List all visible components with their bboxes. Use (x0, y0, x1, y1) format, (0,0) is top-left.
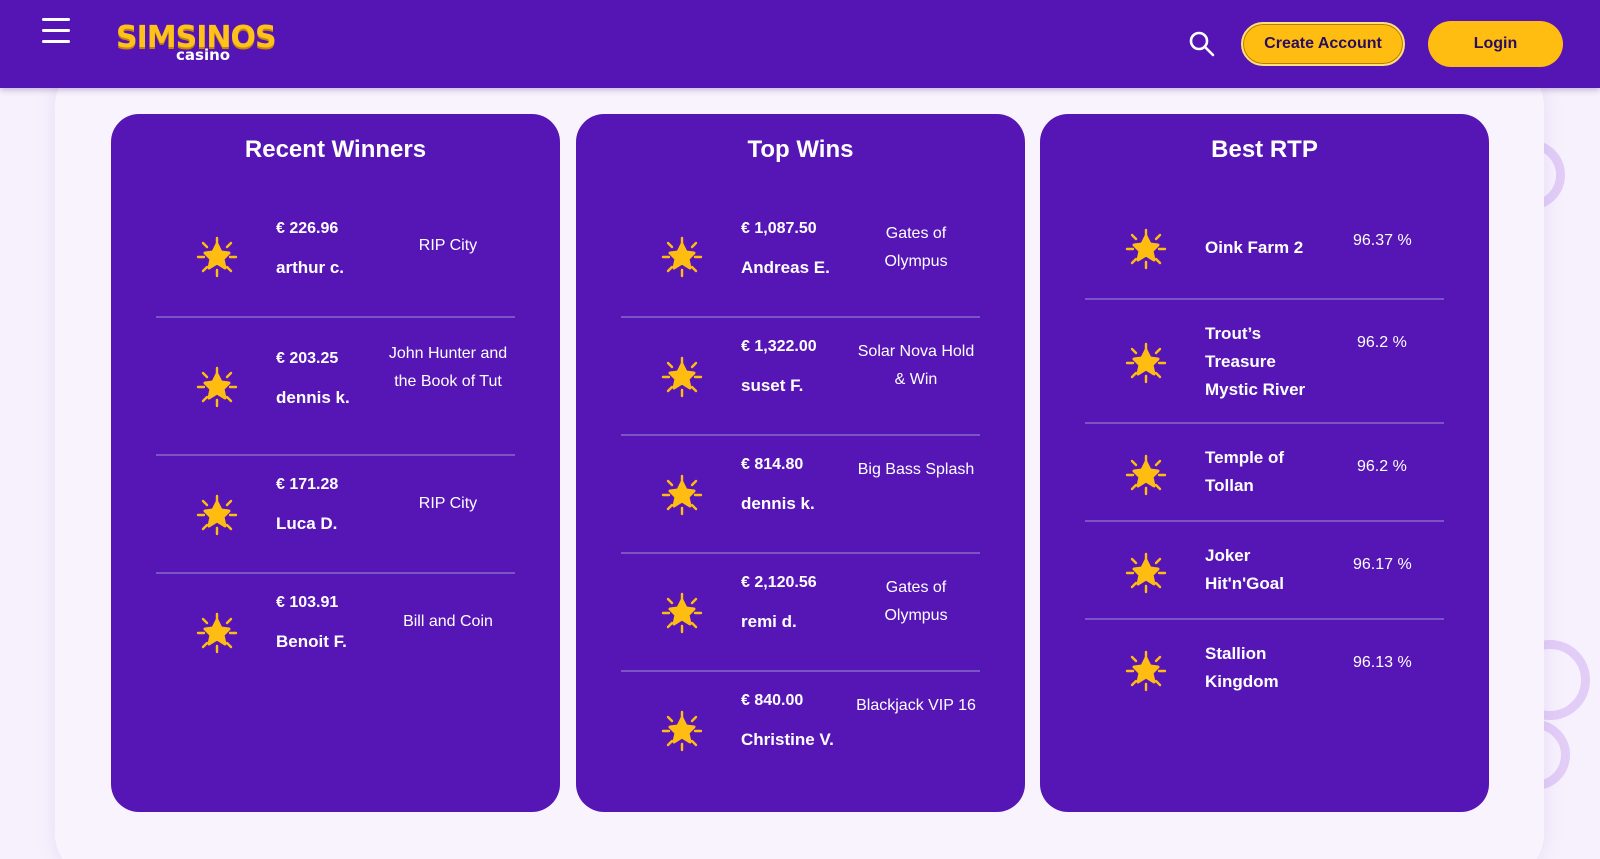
game-name: Trout’s Treasure Mystic River (1205, 324, 1306, 399)
win-amount: € 1,087.50 (741, 220, 817, 237)
player-name: arthur c. (276, 258, 345, 277)
win-amount: € 840.00 (741, 692, 804, 709)
game-name: Oink Farm 2 (1205, 238, 1304, 257)
rtp-value: 96.17 % (1353, 556, 1412, 573)
game-name: Solar Nova Hold & Win (857, 343, 975, 388)
site-header: SIMSINOS casino Create Account Login (0, 0, 1600, 88)
sun-star-icon (196, 236, 238, 278)
sun-star-icon (1125, 228, 1167, 270)
rtp-row[interactable]: Temple of Tollan 96.2 % (1085, 424, 1444, 522)
site-logo[interactable]: SIMSINOS casino (116, 20, 296, 66)
win-amount: € 1,322.00 (741, 338, 817, 355)
win-amount: € 203.25 (276, 350, 339, 367)
best-rtp-panel: Best RTP Oink Farm 2 96.37 % Trout’s Tre… (1040, 114, 1489, 812)
sun-star-icon (196, 494, 238, 536)
winner-row[interactable]: € 203.25 dennis k. John Hunter and the B… (156, 318, 515, 456)
sun-star-icon (196, 366, 238, 408)
sun-star-icon (1125, 342, 1167, 384)
player-name: dennis k. (276, 388, 350, 407)
rtp-row[interactable]: Stallion Kingdom 96.13 % (1085, 620, 1444, 718)
game-name: Temple of Tollan (1205, 448, 1285, 495)
rtp-row[interactable]: Joker Hit'n'Goal 96.17 % (1085, 522, 1444, 620)
panel-title: Best RTP (1211, 136, 1318, 163)
game-name: RIP City (418, 495, 478, 512)
player-name: Benoit F. (276, 632, 347, 651)
panel-title: Top Wins (747, 136, 854, 163)
sun-star-icon (1125, 454, 1167, 496)
top-win-row[interactable]: € 814.80 dennis k. Big Bass Splash (621, 436, 980, 554)
game-name: Joker Hit'n'Goal (1205, 546, 1284, 593)
panel-title: Recent Winners (244, 136, 427, 163)
sun-star-icon (1125, 552, 1167, 594)
top-win-row[interactable]: € 2,120.56 remi d. Gates of Olympus (621, 554, 980, 672)
winner-row[interactable]: € 226.96 arthur c. RIP City (156, 198, 515, 318)
game-name: John Hunter and the Book of Tut (388, 345, 508, 390)
game-name: Bill and Coin (403, 613, 493, 630)
player-name: Andreas E. (741, 258, 830, 277)
recent-winners-panel: Recent Winners € 226.96 arthur c. RIP Ci… (111, 114, 560, 812)
game-name: Big Bass Splash (857, 461, 975, 478)
sun-star-icon (661, 236, 703, 278)
sun-star-icon (196, 612, 238, 654)
winner-row[interactable]: € 103.91 Benoit F. Bill and Coin (156, 574, 515, 692)
create-account-button[interactable]: Create Account (1241, 22, 1405, 66)
player-name: Christine V. (741, 730, 834, 749)
top-win-row[interactable]: € 1,087.50 Andreas E. Gates of Olympus (621, 198, 980, 318)
rtp-row[interactable]: Trout’s Treasure Mystic River 96.2 % (1085, 300, 1444, 424)
player-name: remi d. (741, 612, 797, 631)
rtp-row[interactable]: Oink Farm 2 96.37 % (1085, 198, 1444, 300)
logo-wordmark: SIMSINOS (116, 20, 277, 55)
sun-star-icon (1125, 650, 1167, 692)
win-amount: € 103.91 (276, 594, 339, 611)
win-amount: € 814.80 (741, 456, 804, 473)
player-name: suset F. (741, 376, 804, 395)
search-icon[interactable] (1188, 30, 1216, 58)
rtp-value: 96.13 % (1353, 654, 1412, 671)
win-amount: € 2,120.56 (741, 574, 817, 591)
win-amount: € 226.96 (276, 220, 339, 237)
logo-subtitle: casino (176, 46, 231, 64)
login-button[interactable]: Login (1428, 21, 1563, 67)
hamburger-icon[interactable] (42, 18, 72, 46)
player-name: Luca D. (276, 514, 338, 533)
winner-row[interactable]: € 171.28 Luca D. RIP City (156, 456, 515, 574)
sun-star-icon (661, 474, 703, 516)
game-name: RIP City (418, 237, 478, 254)
win-amount: € 171.28 (276, 476, 339, 493)
game-name: Blackjack VIP 16 (856, 697, 976, 714)
player-name: dennis k. (741, 494, 815, 513)
top-win-row[interactable]: € 840.00 Christine V. Blackjack VIP 16 (621, 672, 980, 790)
rtp-value: 96.2 % (1357, 458, 1407, 475)
sun-star-icon (661, 592, 703, 634)
sun-star-icon (661, 710, 703, 752)
top-wins-panel: Top Wins € 1,087.50 Andreas E. Gates of … (576, 114, 1025, 812)
game-name: Gates of Olympus (884, 225, 948, 270)
game-name: Stallion Kingdom (1205, 644, 1279, 691)
rtp-value: 96.37 % (1353, 232, 1412, 249)
top-win-row[interactable]: € 1,322.00 suset F. Solar Nova Hold & Wi… (621, 318, 980, 436)
game-name: Gates of Olympus (884, 579, 948, 624)
rtp-value: 96.2 % (1357, 334, 1407, 351)
sun-star-icon (661, 356, 703, 398)
